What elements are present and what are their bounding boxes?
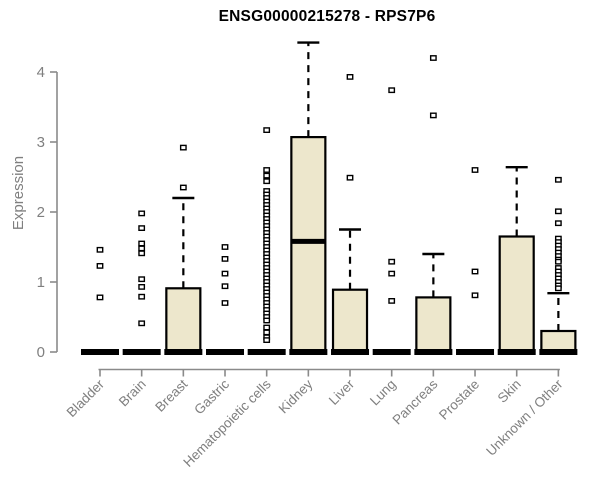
outlier-point [138,240,146,247]
outlier-point [388,298,396,304]
zero-median-bar [414,349,453,355]
outlier-point [554,208,562,215]
outlier-point [96,294,104,301]
box-group-unknown-other [539,176,578,355]
outlier-point [429,112,437,119]
y-tick-label: 3 [37,134,45,151]
zero-median-bar [164,349,203,355]
outlier-point [388,258,396,265]
zero-median-bar [122,349,161,355]
zero-median-bar [456,349,495,355]
outlier-point [263,329,271,336]
outlier-point [138,276,146,283]
zero-median-bar [539,349,578,355]
box-group-kidney [289,41,328,355]
box-group-breast [164,144,203,355]
y-tick-label: 4 [37,64,45,81]
outlier-point [471,292,479,299]
outlier-point [471,167,479,173]
zero-median-bar [81,349,119,355]
outlier-point [138,320,146,327]
x-tick-label-skin: Skin [495,377,524,406]
x-tick-label-gastric: Gastric [191,376,232,417]
outlier-point [263,317,271,324]
outlier-point [263,167,271,173]
y-tick-label: 1 [37,274,45,291]
x-tick-label-prostate: Prostate [436,377,482,423]
outlier-point [138,284,146,290]
outlier-point [554,285,562,292]
x-tick-label-liver: Liver [326,376,358,408]
box-group-brain [122,210,161,355]
box-group-gastric [206,244,245,355]
zero-median-bar [206,349,245,355]
outlier-point [388,270,396,277]
box-group-hematopoietic-cells [247,127,286,355]
x-tick-label-pancreas: Pancreas [390,376,441,427]
zero-median-bar [497,349,536,355]
zero-median-bar [372,349,411,355]
box-body [165,287,202,354]
x-tick-label-brain: Brain [116,377,149,410]
outlier-point [263,337,271,343]
box-group-lung [372,87,411,355]
outlier-point [221,270,229,277]
outlier-point [554,258,562,265]
x-tick-label-kidney: Kidney [276,376,316,416]
outlier-point [554,220,562,227]
y-tick-label: 2 [37,204,45,221]
zero-median-bar [331,349,370,355]
outlier-point [221,300,229,306]
box-group-bladder [81,246,119,355]
outlier-point [138,293,146,300]
box-group-liver [331,73,370,355]
box-group-prostate [456,167,495,355]
outlier-point [179,144,187,151]
outlier-point [138,245,146,252]
x-tick-label-lung: Lung [367,377,399,409]
x-tick-label-breast: Breast [152,376,190,414]
outlier-point [138,250,146,257]
outlier-point [221,256,229,262]
outlier-point [179,184,187,191]
box-group-pancreas [414,55,453,355]
outlier-point [471,268,479,275]
outlier-point [221,283,229,290]
outlier-point [429,55,437,61]
zero-median-bar [247,349,286,355]
x-tick-label-bladder: Bladder [64,376,108,420]
outlier-point [346,174,354,181]
outlier-point [554,176,562,183]
box-body [415,296,452,354]
box-body [331,288,369,354]
box-group-skin [497,165,536,355]
zero-median-bar [289,349,328,355]
outlier-point [138,225,146,231]
outlier-point [263,324,271,331]
box-body [498,235,535,354]
outlier-point [263,178,271,185]
outlier-point [96,246,104,253]
outlier-point [96,263,104,269]
outlier-point [263,172,271,179]
outlier-point [388,87,396,94]
chart-title: ENSG00000215278 - RPS7P6 [218,8,436,25]
y-tick-label: 0 [37,344,45,361]
x-tick-label-unknown-other: Unknown / Other [483,376,566,459]
outlier-point [263,127,271,134]
outlier-point [221,244,229,250]
box-body [290,136,327,354]
box-body [540,329,577,354]
outlier-point [346,73,354,80]
outlier-point [138,210,146,217]
